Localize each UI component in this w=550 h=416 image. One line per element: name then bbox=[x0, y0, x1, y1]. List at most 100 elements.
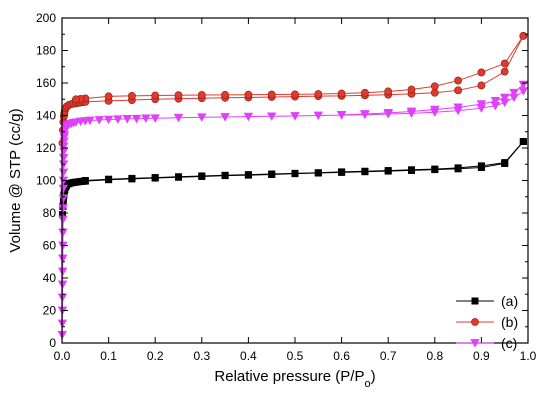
legend-label: (b) bbox=[501, 314, 518, 330]
y-tick-label: 0 bbox=[49, 336, 56, 350]
y-tick-label: 200 bbox=[36, 11, 56, 25]
series-a bbox=[58, 138, 527, 219]
data-point bbox=[477, 81, 486, 90]
data-point bbox=[243, 112, 254, 122]
data-point bbox=[290, 112, 300, 121]
x-tick-label: 0.1 bbox=[100, 349, 117, 363]
data-point bbox=[150, 114, 160, 123]
data-point bbox=[57, 280, 68, 290]
legend-label: (a) bbox=[501, 293, 518, 309]
data-point bbox=[103, 115, 114, 125]
axis-ticks bbox=[61, 17, 529, 344]
x-tick-label: 0.5 bbox=[287, 349, 304, 363]
y-tick-label: 160 bbox=[36, 76, 56, 90]
y-tick-label: 180 bbox=[36, 44, 56, 58]
data-point bbox=[360, 110, 370, 119]
data-point bbox=[221, 90, 229, 99]
data-point bbox=[361, 167, 369, 175]
data-point bbox=[430, 105, 440, 115]
data-point bbox=[151, 174, 159, 182]
data-point bbox=[57, 267, 68, 277]
y-tick-label: 60 bbox=[43, 239, 57, 253]
x-tick-label: 0.2 bbox=[147, 349, 164, 363]
x-tick-label: 0.4 bbox=[240, 349, 257, 363]
data-point bbox=[336, 110, 347, 120]
data-point bbox=[58, 254, 68, 264]
series-b bbox=[58, 31, 528, 148]
data-point bbox=[58, 204, 68, 213]
legend-marker bbox=[471, 297, 479, 305]
data-point bbox=[198, 172, 206, 180]
data-point bbox=[519, 31, 528, 40]
x-tick-label: 0.9 bbox=[473, 349, 490, 363]
y-axis-label: Volume @ STP (cc/g) bbox=[7, 108, 24, 252]
data-point bbox=[384, 87, 393, 96]
series-line-desorption bbox=[85, 141, 524, 181]
x-tick-label: 0.3 bbox=[193, 349, 210, 363]
data-point bbox=[291, 90, 299, 99]
data-point bbox=[94, 116, 104, 125]
series-c bbox=[57, 80, 529, 340]
series-line-adsorption bbox=[61, 90, 524, 335]
x-tick-label: 0.0 bbox=[54, 349, 71, 363]
x-axis-label: Relative pressure (P/Po) bbox=[214, 368, 375, 390]
data-point bbox=[221, 171, 229, 179]
legend-marker bbox=[471, 318, 479, 326]
legend-item: (b) bbox=[456, 314, 518, 330]
data-point bbox=[173, 113, 184, 123]
data-point bbox=[267, 90, 276, 99]
data-point bbox=[291, 169, 299, 177]
y-tick-label: 140 bbox=[36, 109, 56, 123]
data-point bbox=[383, 109, 393, 118]
data-point bbox=[122, 115, 132, 124]
data-point bbox=[58, 168, 69, 177]
data-point bbox=[314, 169, 322, 177]
x-tick-label: 0.8 bbox=[426, 349, 443, 363]
legend: (a) (b) (c) bbox=[456, 293, 518, 351]
data-point bbox=[314, 90, 323, 98]
y-tick-label: 20 bbox=[43, 304, 57, 318]
data-point bbox=[490, 97, 501, 106]
data-point bbox=[151, 91, 160, 100]
series-line-adsorption bbox=[61, 35, 524, 144]
data-point bbox=[174, 91, 183, 100]
data-point bbox=[105, 175, 113, 183]
data-point bbox=[476, 100, 487, 109]
data-point bbox=[268, 170, 276, 178]
data-point bbox=[141, 114, 151, 124]
data-point bbox=[128, 174, 136, 182]
data-point bbox=[454, 86, 462, 95]
data-point bbox=[509, 88, 519, 98]
data-point bbox=[499, 93, 510, 103]
series-layer bbox=[57, 31, 529, 340]
x-axis-label-subscript: o bbox=[364, 378, 370, 390]
x-tick-label: 0.6 bbox=[333, 349, 350, 363]
data-point bbox=[407, 85, 416, 94]
data-point bbox=[454, 76, 462, 85]
data-point bbox=[477, 68, 486, 77]
y-tick-label: 80 bbox=[43, 206, 57, 220]
data-point bbox=[477, 162, 485, 170]
data-point bbox=[244, 90, 253, 99]
data-point bbox=[244, 171, 252, 179]
data-point bbox=[58, 228, 68, 238]
legend-label: (c) bbox=[501, 335, 517, 351]
legend-item: (c) bbox=[456, 335, 517, 351]
data-point bbox=[430, 82, 439, 91]
legend-item: (a) bbox=[456, 293, 518, 309]
data-point bbox=[104, 92, 113, 101]
data-point bbox=[430, 88, 439, 97]
data-point bbox=[72, 95, 80, 104]
x-tick-label: 0.7 bbox=[380, 349, 397, 363]
data-point bbox=[407, 166, 415, 174]
data-point bbox=[431, 165, 439, 173]
data-point bbox=[384, 167, 392, 175]
data-point bbox=[453, 103, 463, 112]
data-point bbox=[337, 89, 346, 98]
x-tick-label: 1.0 bbox=[520, 349, 537, 363]
data-point bbox=[58, 215, 68, 225]
y-tick-label: 120 bbox=[36, 141, 56, 155]
data-point bbox=[131, 114, 142, 124]
y-tick-label: 40 bbox=[43, 271, 57, 285]
